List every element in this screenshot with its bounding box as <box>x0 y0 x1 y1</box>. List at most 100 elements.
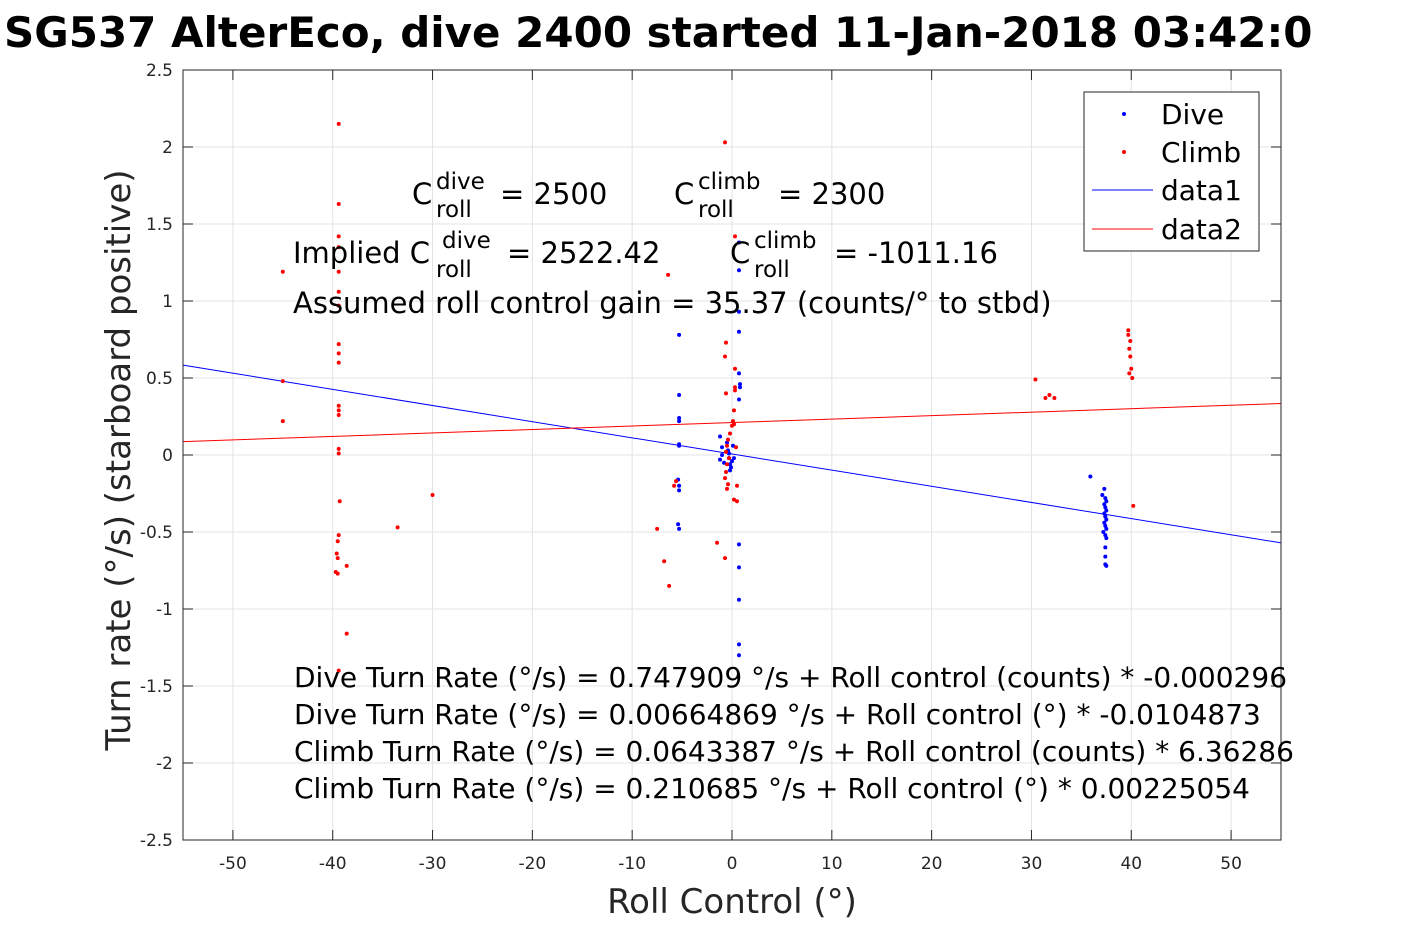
implied-dive-text: Implied C dive roll = 2522.42 <box>293 228 660 283</box>
dive-point <box>1103 496 1108 501</box>
dive-point <box>1101 530 1106 534</box>
y-tick-label: 0 <box>162 446 173 466</box>
climb-point <box>674 479 679 484</box>
chart-title: SG537 AlterEco, dive 2400 started 11-Jan… <box>4 8 1312 57</box>
climb-point <box>336 289 341 294</box>
climb-point <box>655 526 660 531</box>
fit-equations: Dive Turn Rate (°/s) = 0.747909 °/s + Ro… <box>294 661 1294 805</box>
dive-point <box>731 456 736 461</box>
climb-point <box>336 269 341 274</box>
fit-line-data1 <box>182 364 1282 544</box>
dive-point <box>736 371 741 376</box>
climb-point <box>732 366 737 371</box>
dive-point <box>736 642 741 647</box>
climb-point <box>336 403 341 408</box>
dive-point <box>736 565 741 570</box>
climb-point <box>724 340 729 345</box>
climb-point <box>732 234 737 239</box>
x-tick-label: -10 <box>618 854 646 874</box>
x-tick-label: 40 <box>1120 854 1142 874</box>
dive-point <box>676 522 681 527</box>
climb-point <box>336 408 341 413</box>
climb-point <box>724 391 729 396</box>
dive-point <box>1104 508 1109 513</box>
dive-point <box>727 451 732 456</box>
climb-point <box>730 423 734 428</box>
dive-point <box>720 445 725 450</box>
y-tick-label: 2.5 <box>146 61 173 81</box>
dive-point <box>718 457 723 462</box>
implied-dive-value: = 2522.42 <box>507 236 660 270</box>
dive-point <box>736 397 741 402</box>
sub-roll: roll <box>698 197 734 223</box>
dive-point <box>1104 526 1109 531</box>
sup-dive: dive <box>442 228 491 254</box>
legend-data1-label: data1 <box>1161 174 1242 207</box>
dive-point <box>736 268 741 273</box>
y-tick-label: -2.5 <box>140 831 173 851</box>
climb-point <box>336 412 341 417</box>
dive-point <box>1103 533 1108 538</box>
fit-equation: Dive Turn Rate (°/s) = 0.00664869 °/s + … <box>294 698 1261 731</box>
climb-point <box>335 571 340 576</box>
c-roll-climb-value: = 2300 <box>778 177 885 211</box>
climb-point <box>1131 503 1136 508</box>
dive-point <box>736 542 741 547</box>
dive-point <box>728 468 733 473</box>
legend-climb-marker <box>1122 150 1126 154</box>
x-tick-label: 0 <box>727 854 738 874</box>
dive-point <box>1102 486 1107 491</box>
climb-point <box>334 551 339 556</box>
climb-point <box>335 556 340 561</box>
climb-point <box>726 437 731 442</box>
climb-point <box>336 360 341 365</box>
dive-point <box>677 443 682 448</box>
climb-point <box>395 525 400 530</box>
x-tick-labels: -50 -40 -30 -20 -10 0 10 20 30 40 50 <box>219 854 1242 874</box>
legend: Dive Climb data1 data2 <box>1083 91 1260 252</box>
plot-content <box>182 121 1282 673</box>
y-tick-label: 1 <box>162 292 173 312</box>
climb-point <box>723 476 728 481</box>
climb-point <box>724 449 729 454</box>
climb-point <box>1126 332 1131 337</box>
dive-point <box>1104 563 1109 568</box>
climb-point <box>715 540 720 545</box>
dive-point <box>677 332 682 337</box>
fit-equation: Climb Turn Rate (°/s) = 0.210685 °/s + R… <box>294 772 1250 805</box>
dive-point <box>736 329 741 334</box>
climb-point <box>725 443 730 448</box>
fit-equation: Dive Turn Rate (°/s) = 0.747909 °/s + Ro… <box>294 661 1287 694</box>
climb-point <box>1129 366 1134 371</box>
climb-point <box>344 563 349 568</box>
x-tick-label: 30 <box>1021 854 1043 874</box>
x-tick-label: 50 <box>1220 854 1242 874</box>
dive-point <box>1102 511 1107 516</box>
dive-point <box>677 392 682 397</box>
dive-point <box>677 419 682 424</box>
climb-point <box>1127 371 1132 376</box>
dive-point <box>677 416 682 421</box>
climb-point <box>1126 328 1131 333</box>
dive-point <box>729 465 734 470</box>
climb-point <box>280 379 285 384</box>
implied-climb-value: = -1011.16 <box>834 236 998 270</box>
c-symbol: C <box>674 177 694 211</box>
climb-point <box>726 482 731 487</box>
climb-point <box>336 201 341 206</box>
climb-point <box>1043 396 1048 401</box>
dive-point <box>1103 545 1108 550</box>
dive-point <box>736 309 741 314</box>
dive-point <box>677 488 682 493</box>
climb-point <box>1128 354 1133 359</box>
x-tick-label: -20 <box>518 854 546 874</box>
c-symbol: C <box>412 177 432 211</box>
climb-point <box>344 631 349 636</box>
dive-point <box>730 459 734 464</box>
climb-point <box>672 483 677 488</box>
x-tick-label: -40 <box>319 854 347 874</box>
